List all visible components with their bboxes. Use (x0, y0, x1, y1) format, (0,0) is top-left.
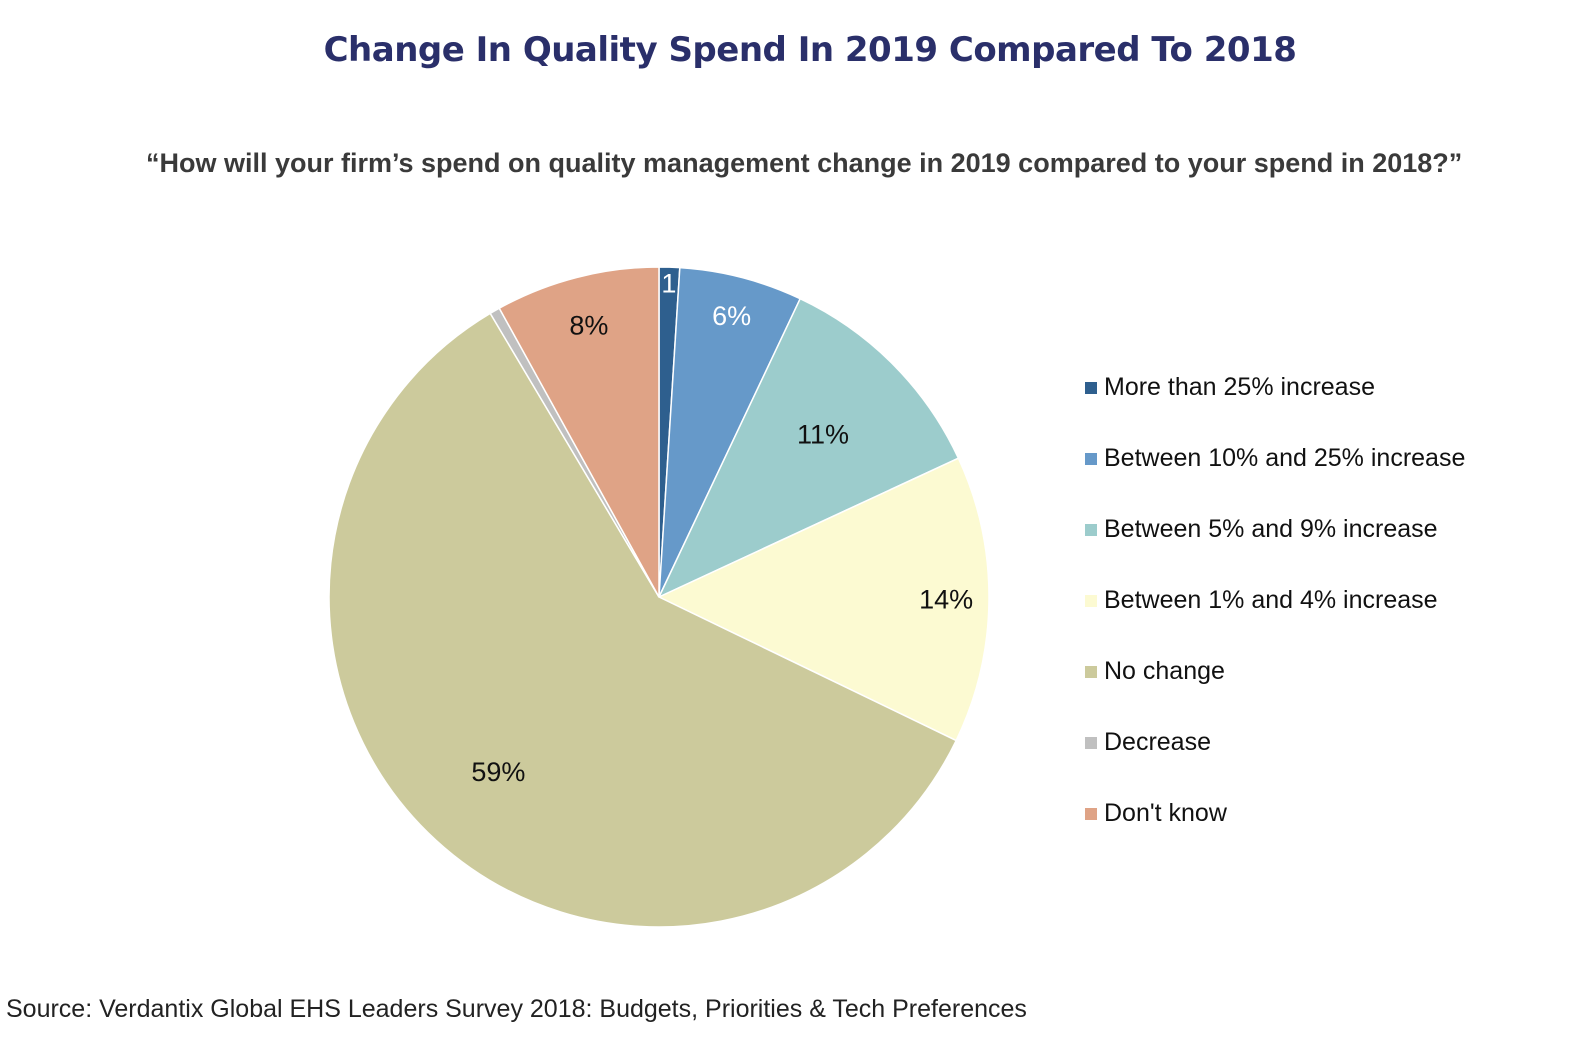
pie-slice-don-t-know (498, 266, 660, 598)
source-note: Source: Verdantix Global EHS Leaders Sur… (6, 995, 1027, 1023)
legend-label: No change (1104, 657, 1225, 685)
legend-label: Between 10% and 25% increase (1104, 444, 1466, 472)
pie-chart: 1 6% 11% 14% 59% 8% (328, 266, 990, 928)
data-label-between-1-and-4-increase: 14% (919, 584, 973, 614)
pie-slice-between-1-and-4-increase (657, 457, 990, 742)
legend-label: Between 1% and 4% increase (1104, 586, 1438, 614)
pie-slices (328, 266, 990, 928)
legend-label: Decrease (1104, 728, 1211, 756)
legend-label: Don't know (1104, 799, 1227, 827)
legend-swatch (1085, 453, 1097, 465)
data-label-between-10-and-25-increase: 6% (712, 301, 751, 331)
chart-subtitle: “How will your firm’s spend on quality m… (146, 148, 1463, 178)
data-label-between-5-and-9-increase: 11% (797, 419, 849, 449)
legend-swatch (1085, 524, 1097, 536)
legend-swatch (1085, 595, 1097, 607)
legend-label: More than 25% increase (1104, 373, 1375, 401)
data-label-more-than-25-increase: 1 (661, 269, 676, 299)
legend-swatch (1085, 808, 1097, 820)
pie-slice-between-5-and-9-increase (657, 297, 960, 599)
data-label-no-change: 59% (471, 757, 525, 787)
legend-swatch (1085, 666, 1097, 678)
legend-swatch (1085, 382, 1097, 394)
data-label-don-t-know: 8% (569, 310, 608, 340)
legend-swatch (1085, 737, 1097, 749)
pie-slice-between-10-and-25-increase (658, 266, 802, 598)
chart-title: Change In Quality Spend In 2019 Compared… (323, 30, 1297, 70)
legend-label: Between 5% and 9% increase (1104, 515, 1438, 543)
pie-data-labels: 1 6% 11% 14% 59% 8% (471, 269, 973, 787)
pie-slice-no-change (328, 312, 958, 928)
